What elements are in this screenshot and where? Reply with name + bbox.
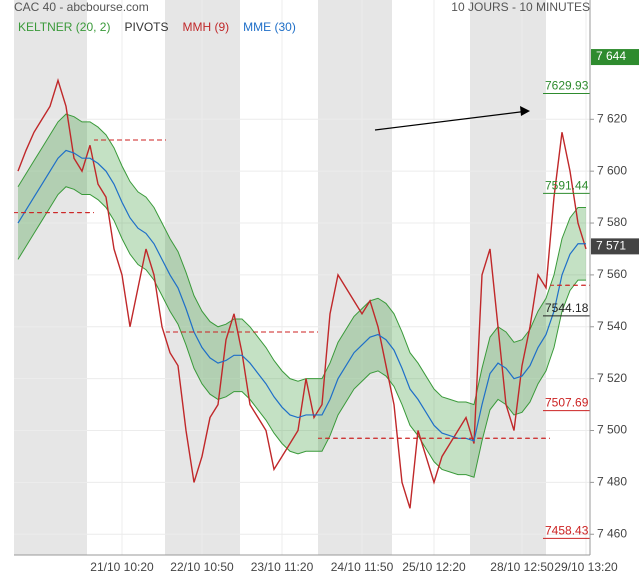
y-tick-label: 7 500 <box>597 423 627 437</box>
x-tick-label: 25/10 12:20 <box>402 560 466 574</box>
chart-subtitle: 10 JOURS - 10 MINUTES <box>451 0 590 14</box>
price-marker <box>591 49 639 66</box>
series-line <box>17 149 586 442</box>
price-marker <box>591 238 639 255</box>
level-label: 7629.93 <box>545 79 589 93</box>
y-tick-label: 7 480 <box>597 475 627 489</box>
session-band <box>318 0 392 555</box>
x-tick-label: 23/10 11:20 <box>251 560 314 574</box>
price-marker-label: 7 571 <box>596 239 626 253</box>
level-label: 7458.43 <box>545 523 589 537</box>
level-label: 7507.69 <box>545 396 589 410</box>
level-label: 7591.44 <box>545 179 589 193</box>
legend-entry: KELTNER (20, 2) <box>18 20 110 34</box>
y-tick-label: 7 620 <box>597 111 627 125</box>
price-marker-label: 7 644 <box>596 49 626 63</box>
keltner-lower <box>17 186 586 478</box>
x-tick-label: 22/10 10:50 <box>170 560 234 574</box>
y-tick-label: 7 460 <box>597 526 627 540</box>
series-line <box>17 78 587 509</box>
arrow-head <box>520 106 530 116</box>
y-tick-label: 7 540 <box>597 319 627 333</box>
session-band <box>470 0 546 555</box>
y-tick-label: 7 560 <box>597 267 627 281</box>
session-band <box>14 0 87 555</box>
legend-entry: MME (30) <box>243 20 296 34</box>
y-tick-label: 7 580 <box>597 215 627 229</box>
x-tick-label: 29/10 13:20 <box>554 560 618 574</box>
x-tick-label: 28/10 12:50 <box>490 560 554 574</box>
keltner-upper <box>17 113 586 406</box>
legend-entry: PIVOTS <box>124 20 168 34</box>
arrow <box>374 110 529 131</box>
chart-title: CAC 40 - abcbourse.com <box>14 0 149 14</box>
x-tick-label: 24/10 11:50 <box>331 560 394 574</box>
x-tick-label: 21/10 10:20 <box>90 560 154 574</box>
y-tick-label: 7 600 <box>597 163 627 177</box>
legend-entry: MMH (9) <box>183 20 230 34</box>
level-label: 7544.18 <box>545 301 589 315</box>
y-tick-label: 7 520 <box>597 371 627 385</box>
